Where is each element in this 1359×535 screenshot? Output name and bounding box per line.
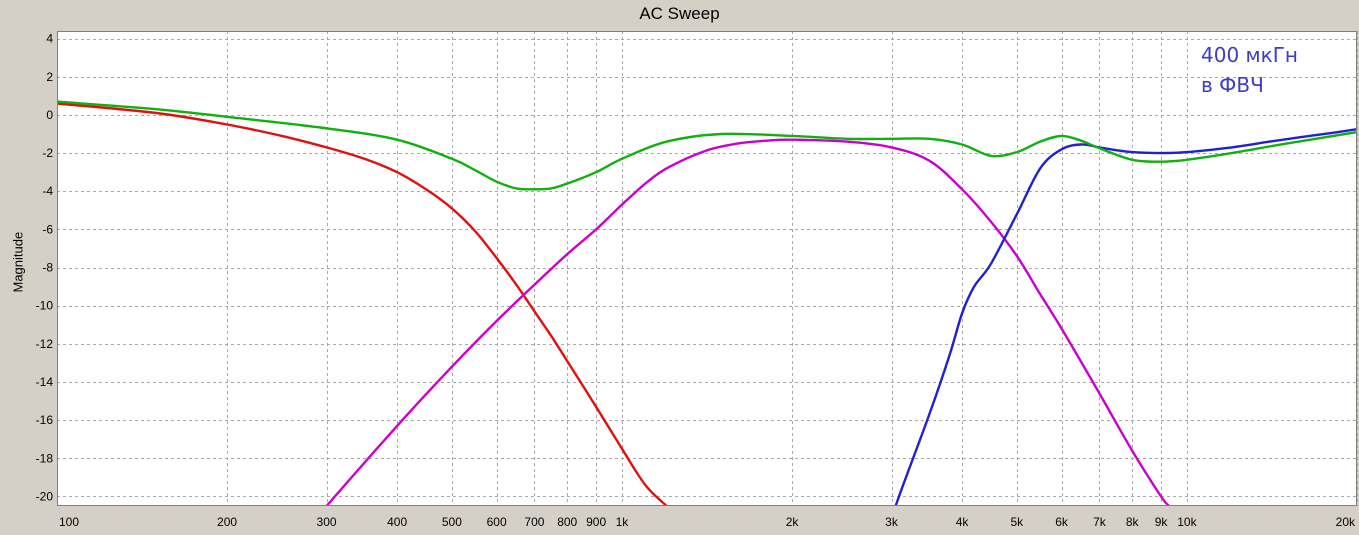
y-tick-label: -16 xyxy=(36,413,54,427)
x-tick-label: 5k xyxy=(1011,515,1025,529)
series-line-2 xyxy=(325,138,1171,506)
x-tick-label: 800 xyxy=(557,515,577,529)
y-tick-label: -2 xyxy=(42,146,53,160)
y-tick-label: -6 xyxy=(42,222,53,236)
x-tick-label: 20k xyxy=(1336,515,1356,529)
y-tick-labels: 4 2 0 -2 -4 -6 -8 -10 -12 -14 -16 -18 -20 xyxy=(36,32,54,504)
x-tick-label: 3k xyxy=(885,515,899,529)
x-tick-label: 100 xyxy=(59,515,79,529)
series-line-4 xyxy=(57,100,1357,191)
x-tick-labels: 100 200 300 400 500 600 700 800 900 1k 2k 3k 4k 5k 6k 7… xyxy=(59,515,1356,529)
y-tick-label: 0 xyxy=(46,108,53,122)
x-tick-label: 300 xyxy=(317,515,337,529)
y-tick-label: -4 xyxy=(42,184,53,198)
y-tick-label: 4 xyxy=(46,32,53,46)
x-tick-label: 6k xyxy=(1055,515,1069,529)
curves xyxy=(57,100,1357,506)
annotation: 400 мкГн в ФВЧ xyxy=(1201,43,1298,97)
x-tick-label: 8k xyxy=(1126,515,1140,529)
x-tick-label: 400 xyxy=(387,515,407,529)
series-line-3 xyxy=(894,128,1357,506)
x-tick-label: 7k xyxy=(1093,515,1107,529)
x-tick-label: 10k xyxy=(1177,515,1197,529)
y-tick-label: -20 xyxy=(36,489,54,503)
y-tick-label: -12 xyxy=(36,337,54,351)
x-tick-label: 1k xyxy=(616,515,630,529)
x-tick-label: 900 xyxy=(586,515,606,529)
series-line-1 xyxy=(57,102,668,506)
x-tick-label: 600 xyxy=(487,515,507,529)
plot-frame xyxy=(57,31,1357,506)
grid xyxy=(57,31,1358,506)
x-tick-label: 700 xyxy=(524,515,544,529)
annotation-line: 400 мкГн xyxy=(1201,43,1298,67)
x-tick-label: 2k xyxy=(786,515,800,529)
x-tick-label: 9k xyxy=(1155,515,1169,529)
y-tick-label: -8 xyxy=(42,261,53,275)
x-tick-label: 4k xyxy=(956,515,970,529)
annotation-line: в ФВЧ xyxy=(1201,73,1264,97)
x-tick-label: 200 xyxy=(217,515,237,529)
y-tick-label: -18 xyxy=(36,451,54,465)
x-tick-label: 500 xyxy=(442,515,462,529)
y-tick-label: -10 xyxy=(36,299,54,313)
y-tick-label: 2 xyxy=(46,70,53,84)
chart-title: AC Sweep xyxy=(639,4,720,23)
y-tick-label: -14 xyxy=(36,375,54,389)
